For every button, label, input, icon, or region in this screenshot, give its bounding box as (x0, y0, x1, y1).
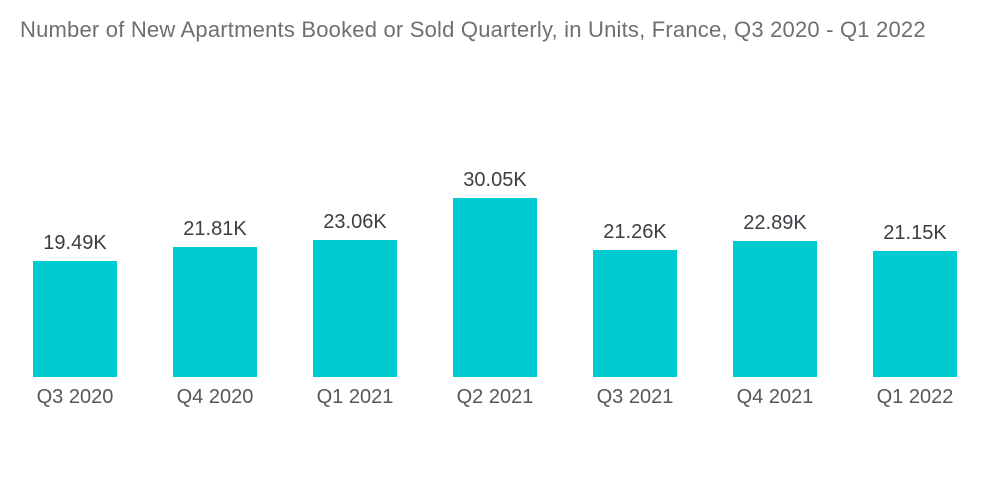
bar-value-label: 23.06K (323, 211, 387, 233)
bar-value-label: 21.26K (603, 221, 667, 243)
bar-column: 19.49K Q3 2020 (33, 168, 117, 408)
x-axis-label: Q3 2020 (36, 386, 114, 408)
bar-value-label: 21.81K (183, 218, 247, 240)
x-axis-label: Q2 2021 (456, 386, 534, 408)
bar-value-label: 21.15K (883, 222, 947, 244)
bar-column: 21.81K Q4 2020 (173, 168, 257, 408)
bar (173, 247, 257, 377)
bar-chart: 19.49K Q3 2020 21.81K Q4 2020 23.06K Q1 2021 3… (33, 168, 957, 408)
chart-title: Number of New Apartments Booked or Sold … (20, 17, 926, 42)
bar-column: 23.06K Q1 2021 (313, 168, 397, 408)
bar-value-label: 22.89K (743, 212, 807, 234)
x-axis-label: Q4 2020 (176, 386, 254, 408)
bar (873, 251, 957, 377)
bar-value-label: 30.05K (463, 169, 527, 191)
bar (733, 241, 817, 377)
x-axis-label: Q3 2021 (596, 386, 674, 408)
bar (313, 240, 397, 377)
x-axis-label: Q4 2021 (736, 386, 814, 408)
bar-column: 22.89K Q4 2021 (733, 168, 817, 408)
bar-column: 21.26K Q3 2021 (593, 168, 677, 408)
bar (453, 198, 537, 377)
bar (593, 250, 677, 377)
x-axis-label: Q1 2021 (316, 386, 394, 408)
bar-column: 21.15K Q1 2022 (873, 168, 957, 408)
bar-column: 30.05K Q2 2021 (453, 168, 537, 408)
x-axis-label: Q1 2022 (876, 386, 954, 408)
bar (33, 261, 117, 377)
bar-value-label: 19.49K (43, 232, 107, 254)
